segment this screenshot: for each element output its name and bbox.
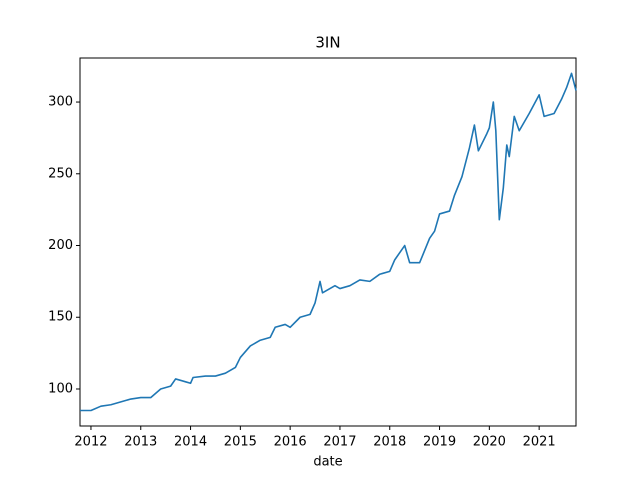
line xyxy=(80,72,577,412)
x-tick-label: 2018 xyxy=(373,435,406,450)
x-tick-label: 2017 xyxy=(323,435,356,450)
x-tick-label: 2020 xyxy=(473,435,506,450)
x-tick-label: 2012 xyxy=(74,435,107,450)
x-tick-label: 2021 xyxy=(523,435,556,450)
chart-title: 3IN xyxy=(315,34,340,52)
y-tick-label: 250 xyxy=(48,166,73,181)
y-tick-label: 150 xyxy=(48,310,73,325)
y-tick-label: 200 xyxy=(48,238,73,253)
x-tick-label: 2016 xyxy=(274,435,307,450)
y-tick-label: 300 xyxy=(48,95,73,110)
x-tick-label: 2015 xyxy=(224,435,257,450)
x-tick-label: 2014 xyxy=(174,435,207,450)
y-tick-label: 100 xyxy=(48,381,73,396)
x-tick-label: 2013 xyxy=(124,435,157,450)
plot-frame xyxy=(79,57,577,427)
x-tick-label: 2019 xyxy=(423,435,456,450)
x-axis-label: date xyxy=(313,455,342,470)
